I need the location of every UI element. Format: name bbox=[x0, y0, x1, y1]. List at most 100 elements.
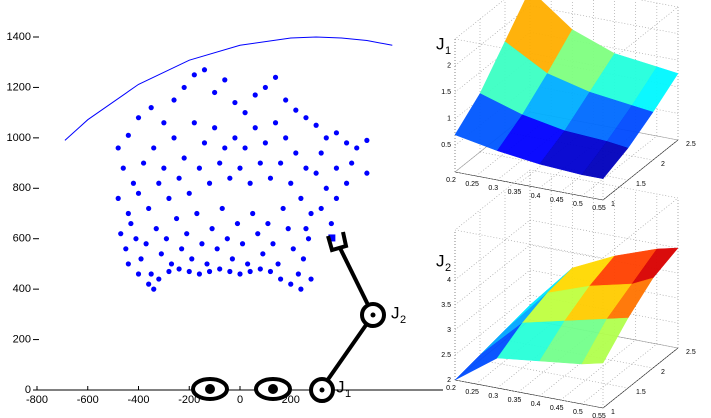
grid-line bbox=[454, 31, 531, 93]
x-tick-label: 0.2 bbox=[446, 177, 456, 184]
data-point bbox=[262, 84, 268, 91]
data-point bbox=[189, 256, 195, 262]
y-tick-label: 1 bbox=[611, 201, 615, 208]
data-point bbox=[135, 271, 142, 277]
y-tick-label: 1 bbox=[611, 409, 615, 416]
z-tick-label: 2 bbox=[447, 62, 451, 69]
data-point bbox=[138, 256, 144, 262]
x-tick-label: 0.3 bbox=[488, 185, 498, 192]
data-point bbox=[285, 226, 291, 232]
data-point bbox=[270, 241, 276, 247]
data-point bbox=[288, 281, 294, 287]
data-point bbox=[242, 145, 248, 151]
data-point bbox=[272, 74, 279, 80]
data-point bbox=[313, 122, 319, 128]
data-point bbox=[260, 251, 266, 257]
data-point bbox=[303, 165, 309, 171]
y-tick-label: 1.5 bbox=[636, 389, 646, 396]
data-point bbox=[224, 236, 230, 242]
data-point bbox=[143, 241, 149, 247]
data-point bbox=[247, 268, 253, 275]
z-tick-label: 3 bbox=[447, 327, 451, 334]
data-point bbox=[328, 220, 334, 227]
z-tick-label: 2 bbox=[447, 377, 451, 384]
data-point bbox=[308, 210, 314, 217]
data-point bbox=[199, 241, 205, 247]
data-point bbox=[148, 271, 154, 277]
panel-title: J bbox=[436, 251, 445, 270]
panel-title: J bbox=[436, 34, 445, 53]
data-point bbox=[161, 165, 167, 171]
data-point bbox=[364, 170, 370, 176]
data-point bbox=[364, 137, 370, 143]
data-point bbox=[166, 268, 172, 275]
data-point bbox=[222, 145, 228, 151]
data-point bbox=[354, 145, 360, 151]
data-point bbox=[212, 125, 218, 131]
data-point bbox=[196, 271, 202, 277]
data-point bbox=[232, 99, 238, 106]
data-point bbox=[333, 130, 340, 136]
data-point bbox=[135, 115, 142, 121]
data-point bbox=[158, 251, 164, 257]
data-point bbox=[181, 155, 187, 161]
x-tick-label: 0 bbox=[237, 394, 243, 406]
x-tick-label: 0.5 bbox=[573, 201, 583, 208]
y-tick-label: 200 bbox=[13, 333, 31, 345]
data-point bbox=[313, 170, 319, 176]
data-point bbox=[179, 246, 185, 252]
box-edge bbox=[529, 169, 679, 199]
y-tick-label: 1400 bbox=[7, 31, 31, 43]
data-point bbox=[204, 261, 210, 267]
data-point bbox=[176, 266, 182, 272]
grid-line bbox=[454, 379, 604, 409]
data-point bbox=[232, 135, 238, 141]
grid-line bbox=[454, 294, 531, 356]
data-point bbox=[267, 175, 274, 181]
data-point bbox=[181, 84, 187, 91]
target-point bbox=[328, 234, 336, 242]
data-point bbox=[305, 236, 312, 242]
grid-line bbox=[454, 5, 531, 66]
data-point bbox=[239, 241, 246, 247]
data-point bbox=[171, 97, 177, 103]
y-tick-label: 1.5 bbox=[636, 181, 646, 188]
x-tick-label: 0.2 bbox=[446, 385, 456, 392]
data-point bbox=[323, 135, 329, 141]
data-point bbox=[125, 261, 131, 267]
data-point bbox=[280, 205, 286, 212]
data-point bbox=[229, 256, 235, 262]
data-point bbox=[252, 125, 258, 131]
data-point bbox=[133, 236, 139, 242]
data-point bbox=[163, 236, 170, 242]
data-point bbox=[115, 145, 121, 151]
data-point bbox=[227, 175, 233, 181]
data-point bbox=[186, 268, 192, 275]
grid-line bbox=[539, 335, 615, 397]
data-point bbox=[303, 115, 309, 121]
x-tick-label: 0.25 bbox=[465, 389, 479, 396]
data-point bbox=[278, 160, 284, 166]
surface-patch bbox=[581, 317, 629, 365]
data-point bbox=[217, 266, 223, 272]
robot-arm: J 1 J 2 bbox=[309, 231, 406, 403]
z-tick-label: 0.5 bbox=[441, 142, 451, 149]
data-point bbox=[115, 195, 121, 201]
grid-line bbox=[529, 31, 679, 61]
x-tick-label: 0.4 bbox=[531, 401, 541, 408]
data-point bbox=[191, 72, 197, 78]
box-edge bbox=[639, 0, 679, 8]
data-point bbox=[146, 205, 152, 212]
data-point bbox=[209, 226, 215, 232]
joint-label-sub: 2 bbox=[400, 314, 406, 326]
data-point bbox=[303, 226, 309, 232]
grid-line bbox=[529, 5, 679, 34]
data-point bbox=[153, 226, 159, 232]
observer-icons bbox=[191, 377, 292, 401]
data-point bbox=[298, 195, 304, 201]
box-edge bbox=[602, 6, 679, 68]
grid-line bbox=[454, 244, 531, 306]
data-point bbox=[245, 261, 251, 267]
x-tick-label: 0.55 bbox=[592, 205, 606, 212]
